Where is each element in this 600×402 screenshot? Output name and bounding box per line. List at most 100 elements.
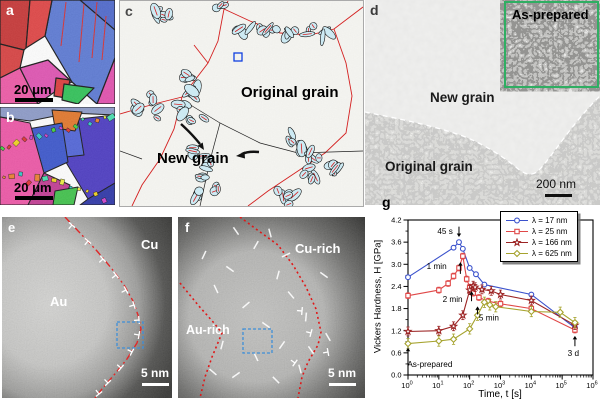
new-grain-label-d: New grain [430, 90, 495, 105]
panel-a: a 20 μm [0, 0, 115, 104]
data-point [449, 335, 458, 343]
data-point [445, 280, 451, 287]
au-region-label: Au [50, 294, 68, 309]
panel-a-scalebar [15, 98, 53, 102]
x-axis-label: Time, t [s] [478, 389, 522, 400]
ebsd-map-b [0, 107, 115, 205]
y-tick-label: 1.8 [391, 304, 401, 313]
grain-boundary-dashed-line [365, 95, 600, 175]
panel-d: d As-prepared New grain Original grain 2… [365, 0, 600, 205]
hardness-chart: 0.0 0.6 1.2 1.8 2.4 3.0 3.6 4.2 100 101 102 103 104 1… [391, 216, 598, 391]
x-tick-label: 106 [586, 381, 597, 391]
data-point [435, 337, 443, 345]
panel-c-label: c [125, 3, 133, 19]
boundary-map [120, 1, 363, 206]
hrtem-image-f [178, 217, 365, 398]
data-point [495, 289, 506, 299]
panel-g-label: g [382, 195, 391, 210]
data-point [513, 249, 521, 257]
y-axis-label: Vickers Hardness, H [GPa] [372, 239, 384, 354]
chart-annotation: 5 min [479, 313, 499, 322]
panel-a-scalebar-label: 20 μm [14, 82, 52, 97]
legend-entry: λ = 17 nm [505, 215, 572, 225]
data-point [486, 301, 494, 309]
y-tick-label: 4.2 [391, 216, 401, 225]
data-point [491, 302, 500, 311]
data-point [434, 325, 444, 335]
legend-label: λ = 17 nm [532, 215, 568, 225]
data-point [466, 265, 473, 271]
original-grain-label-c: Original grain [241, 84, 339, 101]
data-point [514, 217, 520, 223]
data-point [512, 237, 522, 246]
new-grain-label-c: New grain [157, 150, 229, 167]
legend-label: λ = 166 nm [532, 237, 572, 247]
data-point [486, 286, 496, 295]
chart-legend: λ = 17 nm λ = 25 nm λ = 166 nm λ = 625 nm [500, 211, 578, 262]
x-tick-label: 104 [525, 381, 536, 391]
panel-d-scalebar-label: 200 nm [536, 177, 577, 191]
legend-entry: λ = 625 nm [505, 248, 572, 258]
data-point [473, 271, 479, 278]
chart-annotation: 1 min [427, 262, 447, 271]
data-point [458, 310, 468, 320]
chart-annotation: 3 d [568, 349, 580, 358]
data-point [464, 285, 475, 295]
inset-border [504, 1, 599, 88]
data-point [556, 308, 564, 317]
y-tick-label: 3.6 [391, 238, 401, 247]
panel-a-label: a [6, 2, 14, 18]
panel-e-label: e [8, 220, 16, 235]
data-point [477, 284, 487, 294]
data-point [460, 253, 466, 259]
data-point [405, 292, 411, 299]
annotation-arrows [180, 123, 260, 159]
y-tick-label: 3.0 [391, 260, 401, 269]
data-point [456, 265, 462, 271]
data-point [465, 325, 474, 333]
data-point [436, 287, 442, 293]
x-tick-label: 102 [463, 381, 474, 391]
panel-b-label: b [6, 109, 15, 125]
hrtem-image-e [2, 217, 172, 398]
chart-annotation: 45 s [437, 227, 452, 236]
data-point [404, 339, 412, 348]
data-point [480, 298, 489, 307]
original-grain-label-d: Original grain [385, 159, 473, 174]
panel-f: f Cu-rich Au-rich 5 nm [178, 217, 365, 398]
panel-e-scalebar [142, 383, 169, 386]
panel-d-label: d [370, 2, 379, 18]
x-tick-label: 105 [555, 381, 566, 391]
panel-e-scalebar-label: 5 nm [141, 366, 170, 380]
panel-b-scalebar-label: 20 μm [14, 180, 52, 195]
data-point [405, 274, 411, 281]
as-prepared-label: As-prepared [512, 7, 589, 22]
legend-entry: λ = 166 nm [505, 237, 572, 247]
as-prepared-inset-image [505, 2, 598, 87]
cu-rich-label: Cu-rich [295, 241, 341, 256]
data-point [514, 228, 520, 234]
panel-b-scalebar [15, 196, 53, 200]
x-tick-label: 100 [401, 381, 412, 391]
panel-c: c Original grain New grain [119, 0, 364, 207]
data-point [459, 245, 466, 252]
data-point [456, 239, 462, 246]
data-point [463, 276, 470, 282]
region-of-interest-box [233, 52, 243, 62]
y-tick-label: 1.2 [391, 326, 401, 335]
chart-annotation: As-prepared [407, 360, 453, 369]
phase-boundary-left-f [179, 282, 223, 398]
new-grain-blobs [130, 1, 345, 206]
dislocation-box-f [242, 328, 273, 354]
lattice-defect-markers-f [201, 226, 331, 384]
chart-annotation: 2 min [443, 295, 463, 304]
panel-f-scalebar [329, 383, 356, 386]
panel-g: 0.0 0.6 1.2 1.8 2.4 3.0 3.6 4.2 100 101 102 103 104 1… [370, 195, 600, 402]
au-rich-label: Au-rich [186, 323, 230, 337]
panel-f-scalebar-label: 5 nm [328, 366, 357, 380]
data-point [476, 294, 482, 301]
panel-b: b 20 μm [0, 107, 115, 205]
data-point [450, 244, 457, 251]
legend-label: λ = 25 nm [532, 226, 568, 236]
